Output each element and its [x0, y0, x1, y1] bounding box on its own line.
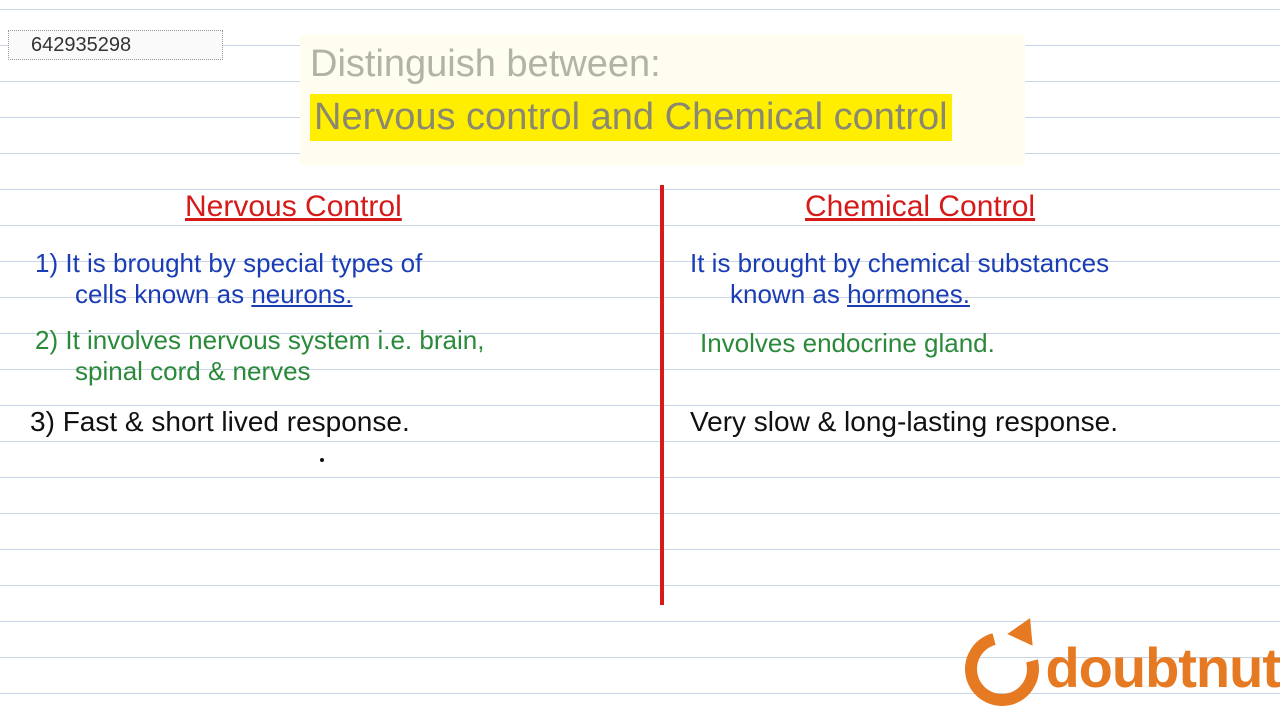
row-text: It is brought by chemical substances [690, 248, 1109, 278]
row-text: Fast & short lived response. [63, 406, 410, 437]
question-title: Distinguish between: [310, 43, 1015, 86]
row-text: It involves nervous system i.e. brain, [65, 325, 484, 355]
logo-text: doubtnut [1045, 635, 1280, 700]
stray-dot [320, 458, 324, 462]
row-2-right: Involves endocrine gland. [700, 328, 1260, 359]
question-box: Distinguish between: Nervous control and… [300, 35, 1025, 165]
column-header-right: Chemical Control [805, 190, 1035, 224]
row-1-right: It is brought by chemical substances kno… [690, 248, 1275, 310]
row-3-left: 3) Fast & short lived response. [30, 405, 650, 439]
row-keyword: hormones. [847, 279, 970, 309]
row-2-left: 2) It involves nervous system i.e. brain… [35, 325, 645, 387]
row-1-left: 1) It is brought by special types of cel… [35, 248, 645, 310]
question-highlight: Nervous control and Chemical control [310, 94, 952, 141]
row-number: 3) [30, 406, 55, 437]
row-text: Very slow & long-lasting response. [690, 406, 1118, 437]
logo-icon [961, 622, 1051, 712]
row-text: It is brought by special types of [65, 248, 422, 278]
row-keyword: neurons. [251, 279, 352, 309]
column-header-left: Nervous Control [185, 190, 402, 224]
row-text: cells known as [75, 279, 251, 309]
row-text: known as [730, 279, 847, 309]
brand-logo: doubtnut [961, 622, 1280, 712]
row-3-right: Very slow & long-lasting response. [690, 405, 1280, 439]
row-text: Involves endocrine gland. [700, 328, 995, 358]
question-id-box: 642935298 [8, 30, 223, 60]
row-number: 1) [35, 248, 58, 278]
row-number: 2) [35, 325, 58, 355]
column-divider [660, 185, 664, 605]
question-id: 642935298 [31, 34, 131, 57]
row-text: spinal cord & nerves [35, 356, 645, 387]
